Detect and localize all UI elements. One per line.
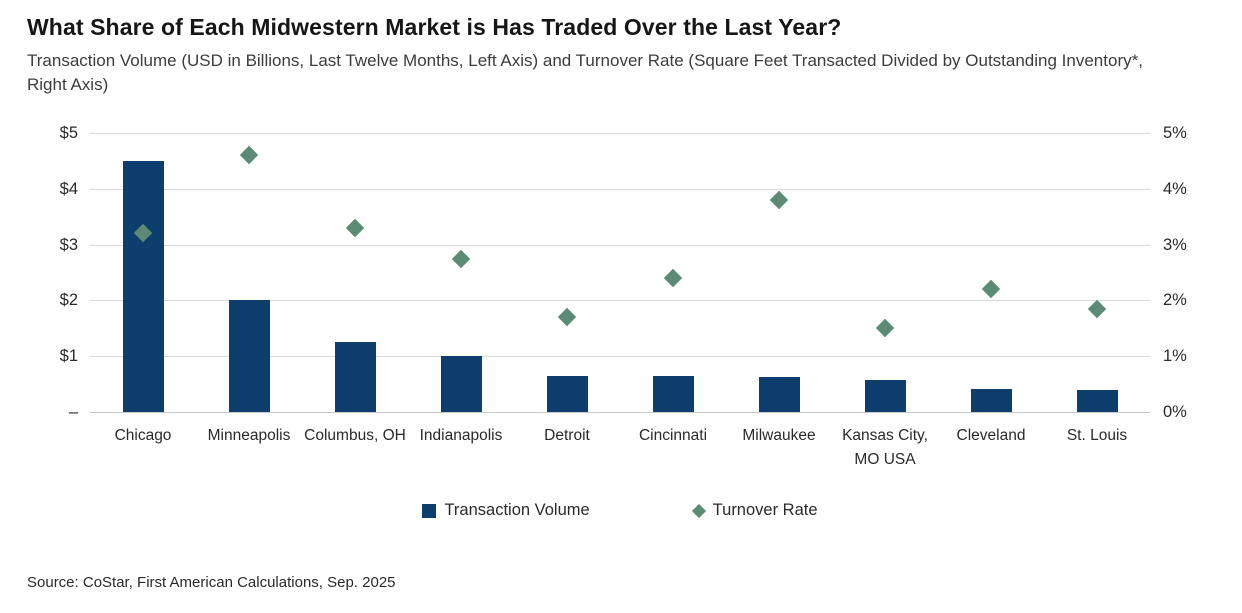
x-axis-label-st-louis: St. Louis bbox=[1066, 427, 1128, 444]
gridline bbox=[90, 300, 1150, 302]
left-axis-tick: $5 bbox=[59, 124, 78, 142]
x-axis-baseline bbox=[90, 412, 1150, 413]
right-axis-tick: 0% bbox=[1163, 403, 1187, 421]
gridline bbox=[90, 244, 1150, 246]
bar-indianapolis bbox=[440, 356, 482, 412]
source-note: Source: CoStar, First American Calculati… bbox=[27, 574, 396, 591]
gridline bbox=[90, 133, 1150, 134]
right-axis-tick: 5% bbox=[1163, 124, 1187, 142]
legend: Transaction Volume Turnover Rate bbox=[90, 501, 1150, 520]
left-axis-tick: $1 bbox=[59, 347, 78, 366]
gridline bbox=[90, 356, 1150, 358]
right-axis-tick: 3% bbox=[1163, 235, 1187, 254]
diamond-cincinnati bbox=[663, 268, 683, 288]
diamond-columbus-oh bbox=[345, 218, 365, 238]
left-axis-tick: $2 bbox=[59, 291, 78, 310]
plot-area bbox=[90, 133, 1150, 413]
x-axis-label-minneapolis: Minneapolis bbox=[207, 427, 291, 444]
legend-diamond-icon bbox=[691, 503, 706, 518]
left-axis-tick: – bbox=[68, 403, 78, 421]
diamond-st-louis bbox=[1087, 299, 1107, 318]
bar-columbus-oh bbox=[334, 342, 376, 412]
right-axis-tick: 2% bbox=[1163, 291, 1187, 310]
bar-kansas-city-mo-usa bbox=[864, 379, 906, 412]
legend-label: Turnover Rate bbox=[712, 501, 818, 519]
diamond-cleveland bbox=[981, 280, 1001, 299]
right-axis-tick: 1% bbox=[1163, 347, 1187, 366]
bar-chicago bbox=[122, 160, 164, 412]
x-axis-label-kansas-city-mo-usa: Kansas City, MO USA bbox=[842, 427, 928, 468]
bar-st-louis bbox=[1076, 389, 1118, 412]
right-axis-tick: 4% bbox=[1163, 179, 1187, 198]
bar-milwaukee bbox=[758, 377, 800, 412]
chart-title: What Share of Each Midwestern Market is … bbox=[27, 14, 842, 40]
x-axis-label-chicago: Chicago bbox=[114, 427, 172, 444]
diamond-indianapolis bbox=[451, 249, 471, 268]
legend-item-turnover-rate: Turnover Rate bbox=[691, 501, 818, 520]
x-axis-label-milwaukee: Milwaukee bbox=[742, 427, 816, 444]
diamond-kansas-city-mo-usa bbox=[875, 319, 895, 338]
diamond-detroit bbox=[557, 307, 577, 327]
x-axis-label-columbus-oh: Columbus, OH bbox=[304, 427, 406, 444]
legend-item-transaction-volume: Transaction Volume bbox=[422, 501, 590, 520]
x-axis-label-detroit: Detroit bbox=[544, 427, 590, 444]
legend-label: Transaction Volume bbox=[444, 501, 590, 519]
gridline bbox=[90, 188, 1150, 190]
left-axis-tick: $3 bbox=[59, 235, 78, 254]
diamond-milwaukee bbox=[769, 190, 789, 210]
bar-cincinnati bbox=[652, 375, 694, 412]
diamond-minneapolis bbox=[239, 146, 259, 165]
bar-detroit bbox=[546, 375, 588, 412]
chart-subtitle: Transaction Volume (USD in Billions, Las… bbox=[27, 51, 1143, 94]
bar-cleveland bbox=[970, 388, 1012, 412]
x-axis-label-indianapolis: Indianapolis bbox=[419, 427, 503, 444]
x-axis-label-cleveland: Cleveland bbox=[956, 427, 1026, 444]
bar-minneapolis bbox=[228, 300, 270, 412]
legend-square-icon bbox=[422, 503, 437, 518]
x-axis-label-cincinnati: Cincinnati bbox=[638, 427, 708, 444]
left-axis-tick: $4 bbox=[59, 179, 78, 198]
